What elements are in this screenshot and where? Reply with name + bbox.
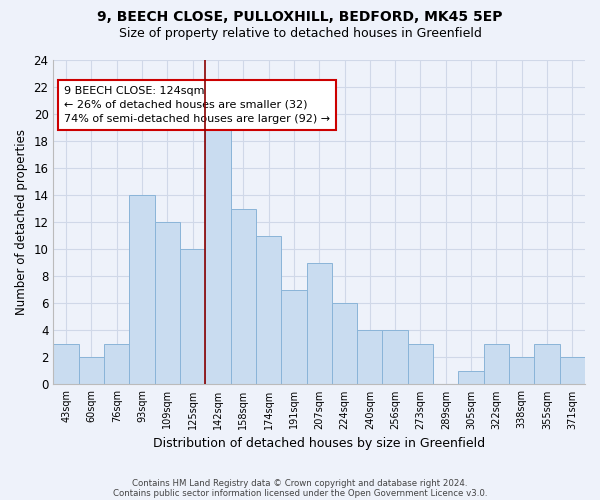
Bar (560, 358, 585, 384)
Text: Contains HM Land Registry data © Crown copyright and database right 2024.: Contains HM Land Registry data © Crown c… (132, 478, 468, 488)
Bar (484, 344, 509, 385)
Bar (458, 371, 484, 384)
Bar (205, 128, 230, 384)
Bar (408, 344, 433, 385)
X-axis label: Distribution of detached houses by size in Greenfield: Distribution of detached houses by size … (153, 437, 485, 450)
Bar (535, 344, 560, 385)
Bar (130, 195, 155, 384)
Text: 9, BEECH CLOSE, PULLOXHILL, BEDFORD, MK45 5EP: 9, BEECH CLOSE, PULLOXHILL, BEDFORD, MK4… (97, 10, 503, 24)
Y-axis label: Number of detached properties: Number of detached properties (15, 129, 28, 315)
Bar (104, 344, 130, 385)
Bar (256, 236, 281, 384)
Bar (79, 358, 104, 384)
Text: Contains public sector information licensed under the Open Government Licence v3: Contains public sector information licen… (113, 488, 487, 498)
Text: 9 BEECH CLOSE: 124sqm
← 26% of detached houses are smaller (32)
74% of semi-deta: 9 BEECH CLOSE: 124sqm ← 26% of detached … (64, 86, 330, 124)
Bar (281, 290, 307, 384)
Bar (382, 330, 408, 384)
Bar (307, 263, 332, 384)
Bar (155, 222, 180, 384)
Bar (357, 330, 382, 384)
Bar (180, 250, 205, 384)
Text: Size of property relative to detached houses in Greenfield: Size of property relative to detached ho… (119, 28, 481, 40)
Bar (509, 358, 535, 384)
Bar (332, 304, 357, 384)
Bar (230, 208, 256, 384)
Bar (53, 344, 79, 385)
